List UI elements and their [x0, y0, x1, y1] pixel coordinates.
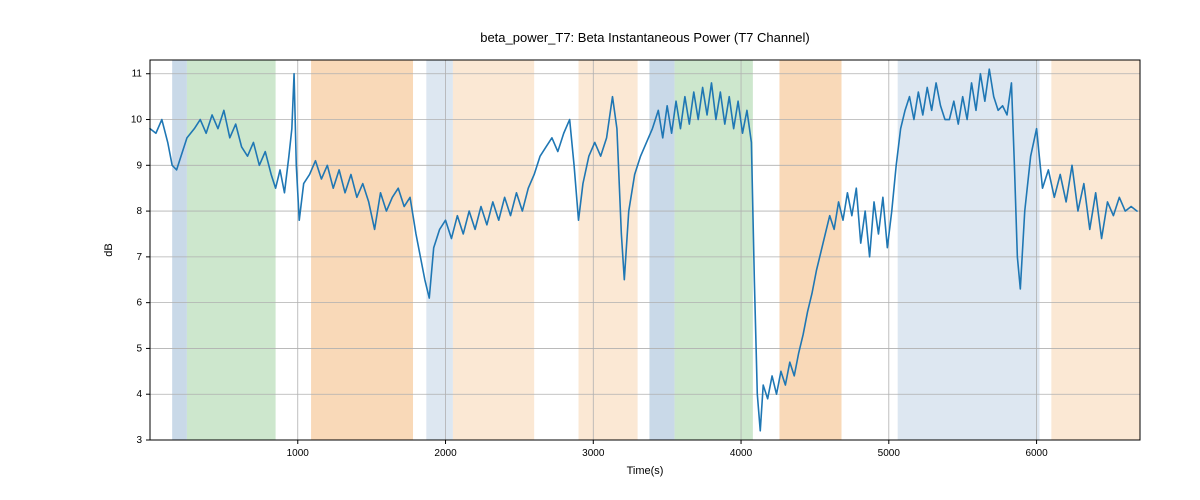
- xtick-label: 5000: [878, 448, 901, 459]
- y-axis-label: dB: [103, 243, 115, 256]
- chart-title: beta_power_T7: Beta Instantaneous Power …: [480, 30, 810, 45]
- ytick-label: 6: [136, 298, 142, 309]
- xtick-label: 6000: [1025, 448, 1048, 459]
- ytick-label: 4: [136, 389, 142, 400]
- highlight-band-9: [898, 60, 1040, 440]
- highlight-band-4: [453, 60, 534, 440]
- highlight-band-2: [311, 60, 413, 440]
- xtick-label: 3000: [582, 448, 605, 459]
- ytick-label: 8: [136, 206, 142, 217]
- xtick-label: 4000: [730, 448, 753, 459]
- ytick-label: 3: [136, 435, 142, 446]
- xtick-label: 1000: [287, 448, 310, 459]
- highlight-band-1: [187, 60, 276, 440]
- ytick-label: 10: [131, 115, 143, 126]
- ytick-label: 9: [136, 160, 142, 171]
- ytick-label: 11: [132, 69, 143, 80]
- highlight-band-6: [649, 60, 674, 440]
- ytick-label: 7: [136, 252, 142, 263]
- xtick-label: 2000: [434, 448, 457, 459]
- ytick-label: 5: [136, 343, 142, 354]
- highlight-band-5: [579, 60, 638, 440]
- line-chart: 1000 2000 3000 4000 5000 6000 3 4 5 6 7 8 9 10 11 Time(…: [0, 0, 1200, 500]
- highlight-band-8: [779, 60, 841, 440]
- highlight-band-3: [426, 60, 453, 440]
- x-axis-label: Time(s): [627, 465, 664, 477]
- chart-container: 1000 2000 3000 4000 5000 6000 3 4 5 6 7 8 9 10 11 Time(…: [0, 0, 1200, 500]
- highlight-band-10: [1051, 60, 1140, 440]
- highlight-band-0: [172, 60, 187, 440]
